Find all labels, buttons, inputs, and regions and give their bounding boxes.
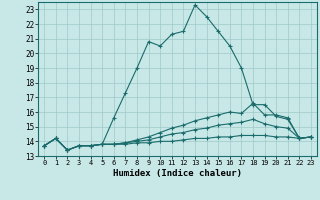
X-axis label: Humidex (Indice chaleur): Humidex (Indice chaleur) [113,169,242,178]
